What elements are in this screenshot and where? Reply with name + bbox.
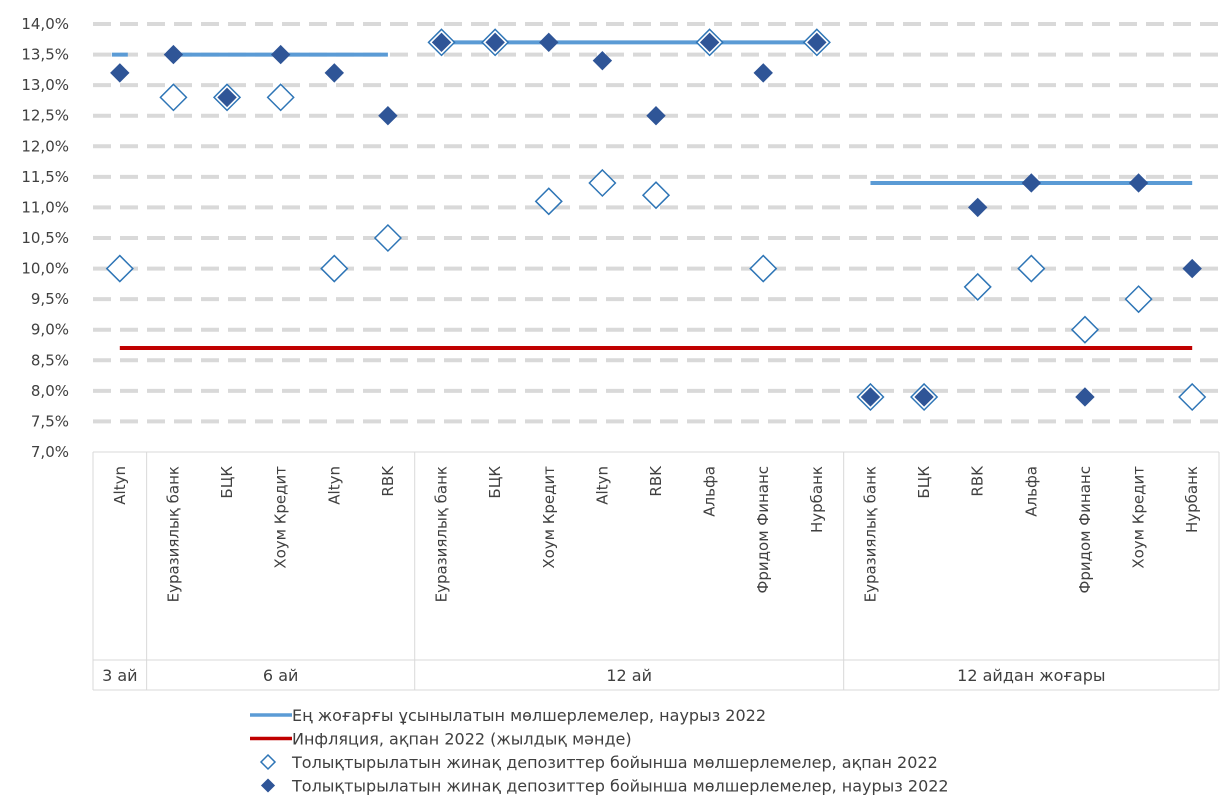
open-diamond-marker (373, 223, 402, 253)
filled-diamond-marker (485, 32, 505, 53)
group-label: 3 ай (102, 666, 137, 685)
category-label: Хоум Кредит (1130, 466, 1148, 569)
filled-diamond-marker (1075, 387, 1095, 407)
category-label: Еуразиялық банк (164, 466, 182, 602)
filled-diamond-marker (1182, 258, 1202, 279)
category-label: Еуразиялық банк (433, 466, 451, 602)
y-tick-label: 13,5% (21, 46, 69, 64)
category-label: Altyn (325, 466, 343, 505)
open-diamond-marker (1178, 382, 1207, 412)
open-diamond-marker (641, 181, 671, 210)
filled-diamond-marker (270, 44, 291, 65)
filled-diamond-marker (163, 44, 184, 65)
open-diamond-marker (1124, 285, 1153, 314)
group-labels: 3 ай 6 ай 12 ай 12 айдан жоғары (102, 666, 1105, 685)
filled-diamond-marker (1128, 173, 1149, 193)
category-label: Фридом Финанс (754, 466, 772, 594)
filled-diamond-marker (699, 32, 720, 53)
open-diamond-marker (320, 254, 349, 283)
category-label: Альфа (701, 466, 719, 517)
filled-diamond-marker (539, 32, 559, 53)
y-tick-label: 12,0% (21, 137, 69, 155)
category-label: Хоум Кредит (540, 466, 558, 569)
legend-entry: Инфляция, ақпан 2022 (жылдық мәнде) (292, 730, 632, 749)
y-tick-label: 10,5% (21, 229, 69, 247)
category-label: БЦК (486, 466, 504, 499)
y-axis-tick-labels: 7,0% 7,5% 8,0% 8,5% 9,0% 9,5% 10,0% 10,5% 11,0% 1… (21, 15, 69, 461)
series-markers (105, 28, 1207, 412)
filled-diamond-marker (968, 197, 988, 218)
y-tick-label: 11,0% (21, 198, 69, 216)
category-label: Altyn (111, 466, 129, 505)
y-tick-label: 9,5% (31, 290, 69, 308)
category-label: RBK (379, 465, 397, 497)
category-label: БЦК (218, 466, 236, 499)
open-diamond-marker (105, 254, 134, 283)
category-label: Альфа (1022, 466, 1040, 517)
category-label: RBK (647, 465, 665, 497)
y-tick-label: 8,0% (31, 382, 69, 400)
filled-diamond-marker (110, 63, 130, 83)
open-diamond-marker (588, 168, 617, 198)
filled-diamond-marker (217, 87, 237, 108)
filled-diamond-marker (807, 32, 827, 53)
filled-diamond-marker (646, 106, 666, 126)
filled-diamond-marker (914, 387, 934, 407)
y-tick-label: 7,0% (31, 443, 69, 461)
category-label: Нурбанк (1183, 466, 1201, 533)
legend-entry: Ең жоғарғы ұсынылатын мөлшерлемелер, нау… (292, 706, 766, 725)
group-label: 12 айдан жоғары (957, 666, 1105, 685)
category-labels: Altyn Еуразиялық банк БЦК Хоум Кредит Altyn R… (111, 465, 1201, 603)
filled-diamond-marker (592, 50, 613, 71)
category-axis-frame (92, 451, 1220, 691)
filled-diamond-marker (860, 387, 881, 407)
y-tick-label: 13,0% (21, 76, 69, 94)
category-label: БЦК (915, 466, 933, 499)
open-diamond-marker (534, 187, 563, 216)
open-diamond-marker (749, 254, 778, 283)
legend-marker-key (260, 778, 276, 793)
category-label: Нурбанк (808, 466, 826, 533)
open-diamond-marker (1017, 254, 1046, 283)
legend-marker-key (259, 753, 277, 771)
open-diamond-marker (1070, 315, 1100, 344)
group-label: 12 ай (606, 666, 652, 685)
category-label: Фридом Финанс (1076, 466, 1094, 594)
filled-diamond-marker (378, 106, 398, 126)
filled-diamond-marker (1021, 173, 1042, 193)
gridlines (93, 22, 1219, 424)
category-label: Еуразиялық банк (861, 466, 879, 602)
legend-entry: Толықтырылатын жинақ депозиттер бойынша … (291, 753, 938, 772)
y-tick-label: 11,5% (21, 168, 69, 186)
category-label: RBK (969, 465, 987, 497)
filled-diamond-marker (753, 63, 773, 83)
filled-diamond-marker (431, 32, 452, 53)
category-label: Хоум Кредит (272, 466, 290, 569)
legend: Ең жоғарғы ұсынылатын мөлшерлемелер, нау… (250, 706, 949, 796)
y-tick-label: 8,5% (31, 351, 69, 369)
category-label: Altyn (593, 466, 611, 505)
legend-entry: Толықтырылатын жинақ депозиттер бойынша … (291, 777, 949, 796)
group-label: 6 ай (263, 666, 298, 685)
open-diamond-marker (266, 83, 295, 112)
y-tick-label: 12,5% (21, 107, 69, 125)
open-diamond-marker (159, 83, 188, 112)
filled-diamond-marker (324, 63, 344, 83)
y-tick-label: 7,5% (31, 412, 69, 430)
y-tick-label: 10,0% (21, 260, 69, 278)
open-diamond-marker (963, 272, 992, 301)
y-tick-label: 9,0% (31, 321, 69, 339)
y-tick-label: 14,0% (21, 15, 69, 33)
